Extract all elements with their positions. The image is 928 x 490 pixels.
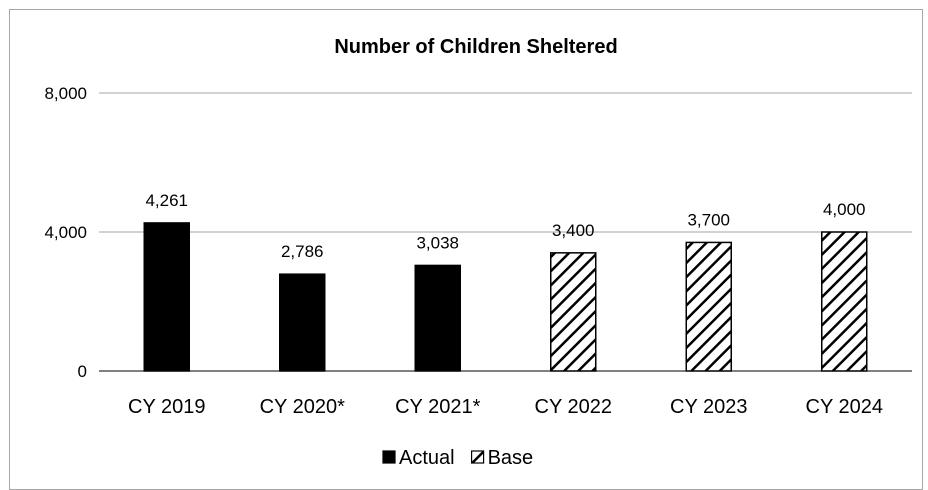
data-label: 3,700 bbox=[687, 210, 730, 229]
legend-label: Base bbox=[488, 447, 534, 469]
x-axis-ticks: CY 2019 CY 2020* CY 2021* CY 2022 CY 2023 CY … bbox=[128, 396, 883, 418]
x-tick-label: CY 2024 bbox=[806, 396, 883, 418]
data-labels: 4,261 2,786 3,038 3,400 3,700 4,000 bbox=[145, 191, 865, 261]
x-tick-label: CY 2023 bbox=[670, 396, 747, 418]
data-label: 4,261 bbox=[145, 191, 188, 210]
legend-label: Actual bbox=[399, 447, 455, 469]
y-tick-label: 0 bbox=[78, 362, 87, 381]
x-tick-label: CY 2021* bbox=[395, 396, 480, 418]
legend-swatch-base bbox=[470, 450, 485, 464]
x-tick-label: CY 2020* bbox=[260, 396, 345, 418]
y-tick-label: 8,000 bbox=[44, 84, 87, 103]
bar-base bbox=[821, 231, 868, 372]
data-label: 3,038 bbox=[416, 233, 459, 252]
data-label: 4,000 bbox=[823, 200, 866, 219]
data-label: 3,400 bbox=[552, 221, 595, 240]
x-tick-label: CY 2019 bbox=[128, 396, 205, 418]
bar-base bbox=[685, 241, 732, 372]
gridlines bbox=[99, 92, 912, 372]
y-axis-ticks: 0 4,000 8,000 bbox=[44, 84, 87, 381]
bars bbox=[143, 222, 868, 372]
y-tick-label: 4,000 bbox=[44, 223, 87, 242]
bar-actual bbox=[279, 273, 326, 372]
data-label: 2,786 bbox=[281, 242, 324, 261]
x-tick-label: CY 2022 bbox=[535, 396, 612, 418]
bar-base bbox=[550, 252, 597, 372]
legend: Actual Base bbox=[382, 447, 534, 469]
bar-actual bbox=[143, 222, 190, 372]
bar-actual bbox=[414, 264, 461, 372]
chart-title: Number of Children Sheltered bbox=[334, 36, 617, 58]
legend-swatch-actual bbox=[382, 450, 396, 464]
